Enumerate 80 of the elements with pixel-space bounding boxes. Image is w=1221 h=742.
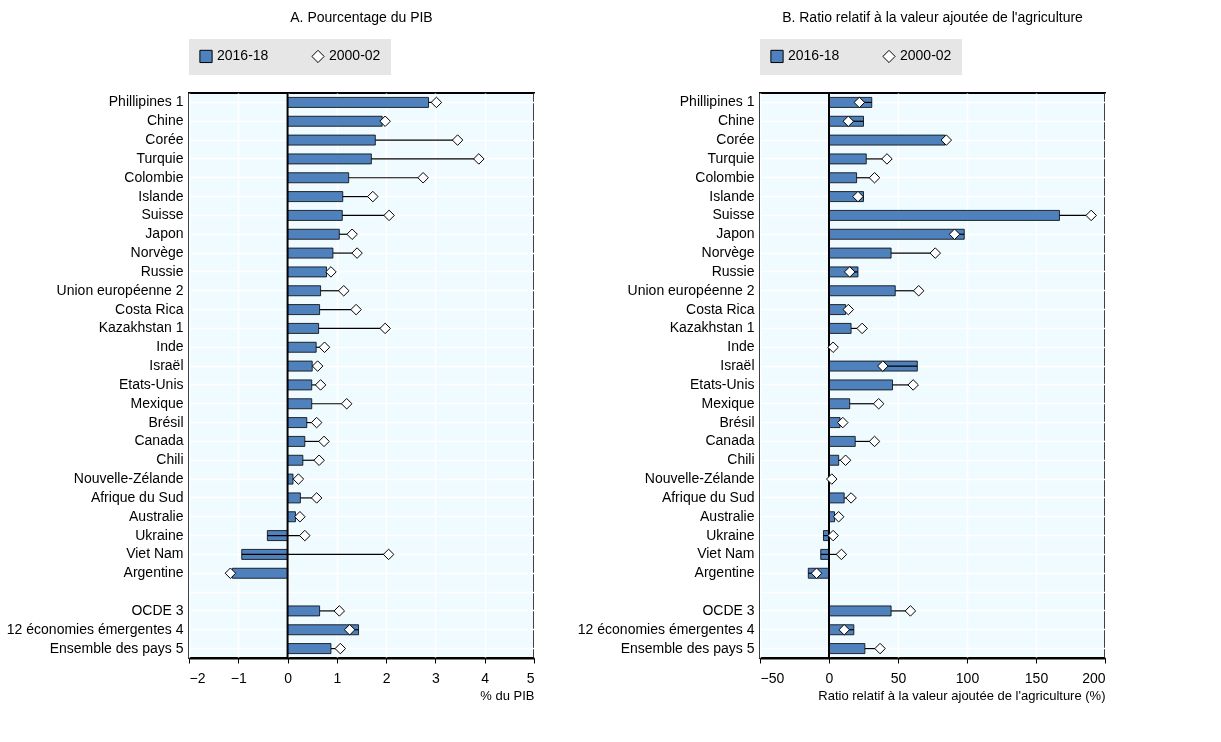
y-tick-label: Russie — [140, 262, 184, 279]
legend-label: 2000-02 — [329, 47, 381, 64]
x-tick-label: 100 — [955, 669, 980, 686]
y-tick-label: 12 économies émergentes 4 — [577, 620, 755, 637]
x-tick-label: 2 — [382, 669, 391, 686]
x-tick-label: 3 — [432, 669, 441, 686]
y-tick-label: Turquie — [707, 149, 755, 166]
chart-title: A. Pourcentage du PIB — [290, 9, 433, 25]
y-tick-label: Afrique du Sud — [90, 488, 184, 505]
x-tick-label: 150 — [1024, 669, 1049, 686]
y-tick-label: Ukraine — [135, 526, 184, 543]
y-tick-label: Phillipines 1 — [108, 93, 184, 110]
y-tick-label: Mexique — [130, 394, 184, 411]
y-tick-label: Australie — [129, 507, 184, 524]
y-tick-label: Islande — [138, 187, 184, 204]
x-tick-label: −50 — [760, 669, 785, 686]
y-tick-label: Corée — [716, 131, 755, 148]
y-tick-label: Norvège — [130, 244, 184, 261]
legend-label: 2016-18 — [217, 47, 269, 64]
y-tick-label: OCDE 3 — [702, 601, 755, 618]
y-tick-label: Turquie — [136, 149, 184, 166]
y-tick-label: Japon — [716, 225, 755, 242]
chart-title: B. Ratio relatif à la valeur ajoutée de l'agriculture — [782, 9, 1084, 25]
x-axis-title: % du PIB — [480, 687, 535, 703]
y-tick-label: Canada — [134, 432, 184, 449]
legend-label: 2016-18 — [788, 47, 840, 64]
y-tick-label: Etats-Unis — [689, 375, 755, 392]
x-tick-label: 50 — [890, 669, 907, 686]
y-tick-label: Etats-Unis — [118, 375, 184, 392]
y-tick-label: Union européenne 2 — [627, 281, 755, 298]
y-tick-label: Chili — [727, 451, 755, 468]
y-tick-label: Costa Rica — [115, 300, 184, 317]
x-tick-label: 4 — [481, 669, 490, 686]
x-tick-label: −2 — [189, 669, 206, 686]
y-tick-label: Ensemble des pays 5 — [49, 639, 184, 656]
y-tick-label: Israël — [149, 357, 184, 374]
y-tick-label: Mexique — [701, 394, 755, 411]
y-tick-label: Kazakhstan 1 — [669, 319, 755, 336]
x-tick-label: 0 — [825, 669, 834, 686]
y-tick-label: Afrique du Sud — [661, 488, 755, 505]
y-tick-label: Norvège — [701, 244, 755, 261]
x-axis-title: Ratio relatif à la valeur ajoutée de l'agriculture (%) — [818, 687, 1106, 703]
x-tick-label: 5 — [526, 669, 535, 686]
y-tick-label: Chine — [717, 112, 755, 129]
y-tick-label: Brésil — [148, 413, 184, 430]
y-tick-label: Colombie — [124, 168, 184, 185]
y-tick-label: Russie — [711, 262, 755, 279]
x-tick-label: 200 — [1082, 669, 1106, 686]
y-tick-label: Ukraine — [706, 526, 755, 543]
y-tick-label: Brésil — [719, 413, 755, 430]
x-tick-label: 1 — [333, 669, 342, 686]
y-tick-label: Chine — [146, 112, 184, 129]
y-tick-label: Nouvelle-Zélande — [644, 470, 755, 487]
y-tick-label: Chili — [156, 451, 184, 468]
y-tick-label: Japon — [145, 225, 184, 242]
y-tick-label: Costa Rica — [686, 300, 755, 317]
y-tick-label: Argentine — [123, 564, 184, 581]
x-tick-label: −1 — [230, 669, 247, 686]
y-tick-label: Suisse — [712, 206, 755, 223]
y-tick-label: OCDE 3 — [131, 601, 184, 618]
y-tick-label: Australie — [700, 507, 755, 524]
y-tick-label: Inde — [156, 338, 184, 355]
y-tick-label: 12 économies émergentes 4 — [6, 620, 184, 637]
y-tick-label: Colombie — [695, 168, 755, 185]
y-tick-label: Suisse — [141, 206, 184, 223]
y-tick-label: Ensemble des pays 5 — [620, 639, 755, 656]
y-tick-label: Islande — [709, 187, 755, 204]
y-tick-label: Israël — [720, 357, 755, 374]
y-tick-label: Nouvelle-Zélande — [73, 470, 184, 487]
y-tick-label: Viet Nam — [697, 545, 755, 562]
y-tick-label: Inde — [727, 338, 755, 355]
x-tick-label: 0 — [284, 669, 293, 686]
y-tick-label: Viet Nam — [126, 545, 184, 562]
y-tick-label: Argentine — [694, 564, 755, 581]
y-tick-label: Union européenne 2 — [56, 281, 184, 298]
legend-label: 2000-02 — [900, 47, 952, 64]
y-tick-label: Phillipines 1 — [679, 93, 755, 110]
y-tick-label: Corée — [145, 131, 184, 148]
y-tick-label: Canada — [705, 432, 755, 449]
y-tick-label: Kazakhstan 1 — [98, 319, 184, 336]
